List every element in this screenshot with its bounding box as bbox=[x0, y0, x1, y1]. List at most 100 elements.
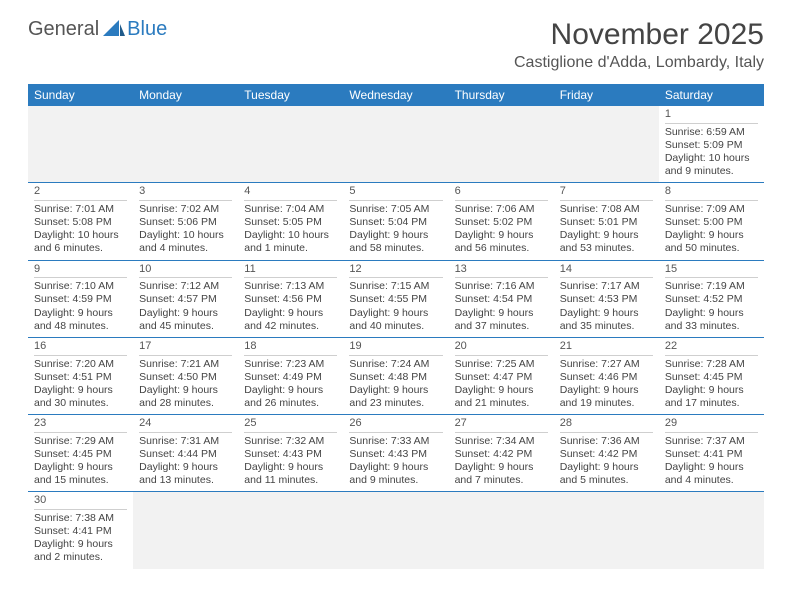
day-cell: 7Sunrise: 7:08 AMSunset: 5:01 PMDaylight… bbox=[554, 183, 659, 259]
day-cell bbox=[449, 492, 554, 568]
daylight1-text: Daylight: 9 hours bbox=[560, 229, 653, 242]
day-cell: 15Sunrise: 7:19 AMSunset: 4:52 PMDayligh… bbox=[659, 261, 764, 337]
daylight1-text: Daylight: 9 hours bbox=[34, 307, 127, 320]
sunset-text: Sunset: 4:57 PM bbox=[139, 293, 232, 306]
sunset-text: Sunset: 5:01 PM bbox=[560, 216, 653, 229]
day-number: 23 bbox=[34, 417, 127, 433]
day-number: 12 bbox=[349, 263, 442, 279]
daylight1-text: Daylight: 9 hours bbox=[455, 384, 548, 397]
sunset-text: Sunset: 4:47 PM bbox=[455, 371, 548, 384]
day-cell bbox=[238, 492, 343, 568]
day-cell: 29Sunrise: 7:37 AMSunset: 4:41 PMDayligh… bbox=[659, 415, 764, 491]
daylight2-text: and 42 minutes. bbox=[244, 320, 337, 333]
sunrise-text: Sunrise: 7:27 AM bbox=[560, 358, 653, 371]
daylight2-text: and 45 minutes. bbox=[139, 320, 232, 333]
dow-cell: Friday bbox=[554, 84, 659, 106]
day-cell: 24Sunrise: 7:31 AMSunset: 4:44 PMDayligh… bbox=[133, 415, 238, 491]
day-number: 28 bbox=[560, 417, 653, 433]
sunset-text: Sunset: 4:42 PM bbox=[455, 448, 548, 461]
daylight1-text: Daylight: 9 hours bbox=[139, 461, 232, 474]
day-number: 18 bbox=[244, 340, 337, 356]
day-cell: 13Sunrise: 7:16 AMSunset: 4:54 PMDayligh… bbox=[449, 261, 554, 337]
day-cell: 18 Sunrise: 7:23 AMSunset: 4:49 PMDayligh… bbox=[238, 338, 343, 414]
daylight2-text: and 26 minutes. bbox=[244, 397, 337, 410]
day-number: 4 bbox=[244, 185, 337, 201]
week-row: 16 Sunrise: 7:20 AMSunset: 4:51 PM Dayligh… bbox=[28, 338, 764, 415]
daylight1-text: Daylight: 9 hours bbox=[34, 461, 127, 474]
daylight1-text: Daylight: 9 hours bbox=[244, 307, 337, 320]
daylight2-text: and 9 minutes. bbox=[665, 165, 758, 178]
sunset-text: Sunset: 4:51 PM bbox=[34, 371, 127, 384]
daylight2-text: and 53 minutes. bbox=[560, 242, 653, 255]
daylight2-text: and 9 minutes. bbox=[349, 474, 442, 487]
day-number: 16 bbox=[34, 340, 127, 356]
dow-cell: Sunday bbox=[28, 84, 133, 106]
day-cell: 12Sunrise: 7:15 AMSunset: 4:55 PMDayligh… bbox=[343, 261, 448, 337]
day-cell: 27Sunrise: 7:34 AMSunset: 4:42 PMDayligh… bbox=[449, 415, 554, 491]
sunset-text: Sunset: 5:09 PM bbox=[665, 139, 758, 152]
day-cell bbox=[133, 106, 238, 182]
sunset-text: Sunset: 4:49 PM bbox=[244, 371, 337, 384]
daylight2-text: and 58 minutes. bbox=[349, 242, 442, 255]
daylight2-text: and 21 minutes. bbox=[455, 397, 548, 410]
day-number: 19 bbox=[349, 340, 442, 356]
day-cell: 20 Sunrise: 7:25 AMSunset: 4:47 PMDayligh… bbox=[449, 338, 554, 414]
sunrise-text: Sunrise: 7:19 AM bbox=[665, 280, 758, 293]
day-number: 15 bbox=[665, 263, 758, 279]
day-cell: 3Sunrise: 7:02 AMSunset: 5:06 PMDaylight… bbox=[133, 183, 238, 259]
sunrise-text: Sunrise: 7:15 AM bbox=[349, 280, 442, 293]
sunrise-text: Sunrise: 7:25 AM bbox=[455, 358, 548, 371]
day-number: 22 bbox=[665, 340, 758, 356]
day-cell: 17Sunrise: 7:21 AMSunset: 4:50 PMDayligh… bbox=[133, 338, 238, 414]
daylight1-text: Daylight: 9 hours bbox=[560, 384, 653, 397]
sunrise-text: Sunrise: 7:10 AM bbox=[34, 280, 127, 293]
daylight2-text: and 4 minutes. bbox=[665, 474, 758, 487]
sunrise-text: Sunrise: 7:34 AM bbox=[455, 435, 548, 448]
sunrise-text: Sunrise: 7:37 AM bbox=[665, 435, 758, 448]
sunset-text: Sunset: 4:46 PM bbox=[560, 371, 653, 384]
weeks-container: 1 Sunrise: 6:59 AMSunset: 5:09 PM Daylight… bbox=[28, 106, 764, 569]
sunrise-text: Sunrise: 7:05 AM bbox=[349, 203, 442, 216]
dow-cell: Saturday bbox=[659, 84, 764, 106]
daylight2-text: and 7 minutes. bbox=[455, 474, 548, 487]
daylight1-text: Daylight: 9 hours bbox=[139, 384, 232, 397]
daylight1-text: Daylight: 10 hours bbox=[244, 229, 337, 242]
sunrise-text: Sunrise: 7:23 AM bbox=[244, 358, 337, 371]
daylight2-text: and 4 minutes. bbox=[139, 242, 232, 255]
day-number: 14 bbox=[560, 263, 653, 279]
sunrise-text: Sunrise: 7:28 AM bbox=[665, 358, 758, 371]
day-number: 3 bbox=[139, 185, 232, 201]
week-row: 1Sunrise: 6:59 AMSunset: 5:09 PMDaylight… bbox=[28, 106, 764, 183]
day-number: 10 bbox=[139, 263, 232, 279]
day-cell bbox=[554, 492, 659, 568]
sunset-text: Sunset: 5:00 PM bbox=[665, 216, 758, 229]
daylight1-text: Daylight: 9 hours bbox=[560, 307, 653, 320]
sunset-text: Sunset: 4:41 PM bbox=[665, 448, 758, 461]
day-cell: 26Sunrise: 7:33 AMSunset: 4:43 PMDayligh… bbox=[343, 415, 448, 491]
day-number: 21 bbox=[560, 340, 653, 356]
sunset-text: Sunset: 4:53 PM bbox=[560, 293, 653, 306]
day-number: 6 bbox=[455, 185, 548, 201]
daylight1-text: Daylight: 9 hours bbox=[244, 384, 337, 397]
month-title: November 2025 bbox=[514, 18, 764, 52]
day-number: 25 bbox=[244, 417, 337, 433]
day-number: 20 bbox=[455, 340, 548, 356]
sunset-text: Sunset: 4:50 PM bbox=[139, 371, 232, 384]
sunrise-text: Sunrise: 7:02 AM bbox=[139, 203, 232, 216]
dow-cell: Wednesday bbox=[343, 84, 448, 106]
day-cell bbox=[449, 106, 554, 182]
day-number: 1 bbox=[665, 108, 758, 124]
sunset-text: Sunset: 4:59 PM bbox=[34, 293, 127, 306]
day-cell bbox=[343, 492, 448, 568]
sunset-text: Sunset: 4:48 PM bbox=[349, 371, 442, 384]
day-cell: 10Sunrise: 7:12 AMSunset: 4:57 PMDayligh… bbox=[133, 261, 238, 337]
daylight1-text: Daylight: 9 hours bbox=[139, 307, 232, 320]
day-cell: 11Sunrise: 7:13 AMSunset: 4:56 PMDayligh… bbox=[238, 261, 343, 337]
sunset-text: Sunset: 4:52 PM bbox=[665, 293, 758, 306]
day-cell bbox=[133, 492, 238, 568]
daylight1-text: Daylight: 9 hours bbox=[455, 307, 548, 320]
sunrise-text: Sunrise: 6:59 AM bbox=[665, 126, 758, 139]
sunrise-text: Sunrise: 7:20 AM bbox=[34, 358, 127, 371]
sunrise-text: Sunrise: 7:32 AM bbox=[244, 435, 337, 448]
daylight1-text: Daylight: 9 hours bbox=[349, 307, 442, 320]
